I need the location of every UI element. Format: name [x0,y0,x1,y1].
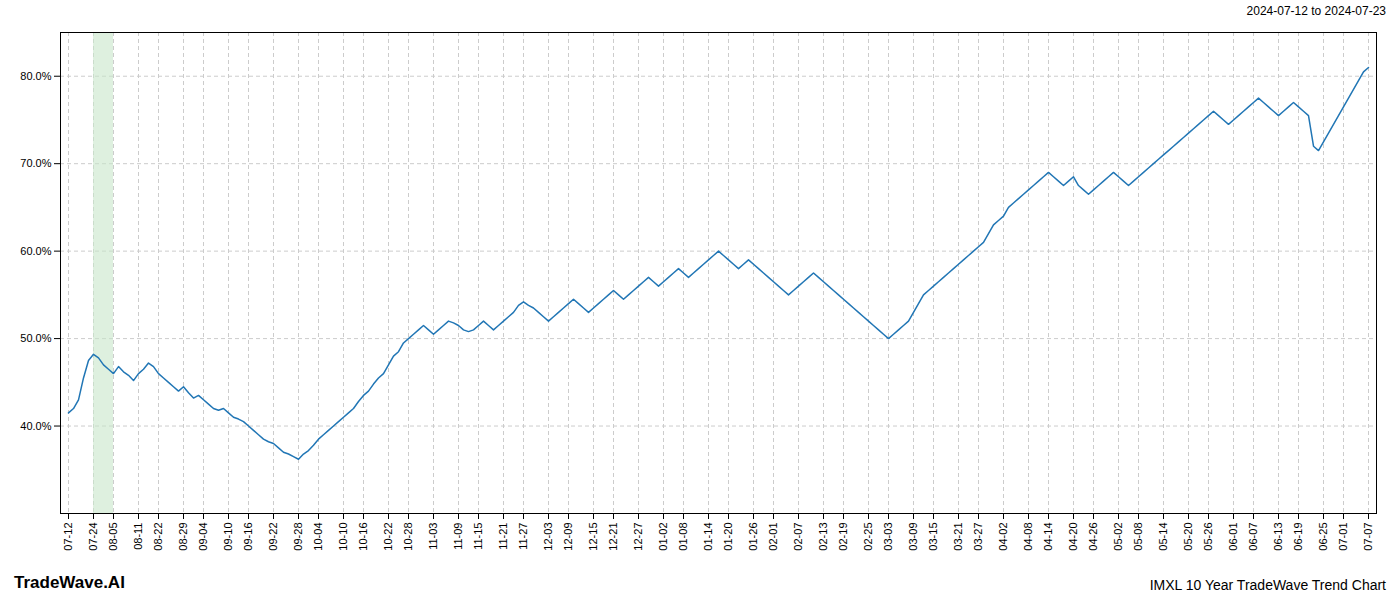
svg-text:12-15: 12-15 [587,523,599,551]
svg-text:06-13: 06-13 [1272,523,1284,551]
svg-text:02-19: 02-19 [837,523,849,551]
svg-text:02-01: 02-01 [767,523,779,551]
svg-text:09-04: 09-04 [197,523,209,551]
svg-text:08-22: 08-22 [152,523,164,551]
svg-text:07-24: 07-24 [87,523,99,551]
svg-text:06-19: 06-19 [1292,523,1304,551]
svg-text:70.0%: 70.0% [20,157,51,169]
svg-text:08-05: 08-05 [107,523,119,551]
svg-text:02-07: 02-07 [792,523,804,551]
svg-text:11-09: 11-09 [452,523,464,550]
svg-text:04-20: 04-20 [1067,523,1079,551]
svg-text:07-01: 07-01 [1337,523,1349,551]
svg-text:05-08: 05-08 [1132,523,1144,551]
svg-text:03-09: 03-09 [907,523,919,551]
svg-text:05-20: 05-20 [1182,523,1194,551]
svg-text:03-15: 03-15 [927,523,939,551]
svg-text:12-27: 12-27 [632,523,644,551]
svg-text:06-07: 06-07 [1247,523,1259,551]
svg-text:08-11: 08-11 [132,523,144,550]
svg-text:60.0%: 60.0% [20,245,51,257]
svg-text:04-02: 04-02 [997,523,1009,551]
svg-text:12-03: 12-03 [542,523,554,551]
svg-text:01-14: 01-14 [702,523,714,551]
svg-text:03-21: 03-21 [952,523,964,551]
svg-text:02-25: 02-25 [862,523,874,551]
html-text:IMXL 10 Year TradeWave Trend C: IMXL 10 Year TradeWave Trend Chart [1149,577,1386,593]
svg-text:06-01: 06-01 [1227,523,1239,551]
svg-text:11-03: 11-03 [427,523,439,550]
svg-text:09-22: 09-22 [267,523,279,551]
svg-text:04-14: 04-14 [1042,523,1054,551]
svg-text:50.0%: 50.0% [20,332,51,344]
svg-text:01-02: 01-02 [657,523,669,551]
svg-text:02-13: 02-13 [817,523,829,551]
svg-text:40.0%: 40.0% [20,420,51,432]
svg-text:12-21: 12-21 [607,523,619,551]
svg-text:04-08: 04-08 [1022,523,1034,551]
svg-text:11-15: 11-15 [472,523,484,550]
svg-text:10-28: 10-28 [402,523,414,551]
svg-text:10-16: 10-16 [357,523,369,551]
svg-text:12-09: 12-09 [562,523,574,551]
svg-text:09-16: 09-16 [242,523,254,551]
html-text:2024-07-12 to 2024-07-23: 2024-07-12 to 2024-07-23 [1246,4,1386,18]
svg-text:11-27: 11-27 [517,523,529,550]
svg-text:09-28: 09-28 [292,523,304,551]
svg-text:10-22: 10-22 [382,523,394,551]
svg-text:07-07: 07-07 [1362,523,1374,551]
svg-text:05-26: 05-26 [1202,523,1214,551]
html-text:TradeWave.AI: TradeWave.AI [14,573,125,592]
svg-text:03-03: 03-03 [882,523,894,551]
svg-text:03-27: 03-27 [972,523,984,551]
svg-text:05-02: 05-02 [1112,523,1124,551]
svg-text:08-29: 08-29 [177,523,189,551]
svg-text:10-10: 10-10 [337,523,349,551]
svg-text:09-10: 09-10 [222,523,234,551]
svg-text:10-04: 10-04 [312,523,324,551]
svg-text:80.0%: 80.0% [20,70,51,82]
svg-text:11-21: 11-21 [497,523,509,550]
svg-text:06-25: 06-25 [1317,523,1329,551]
svg-text:01-08: 01-08 [677,523,689,551]
svg-text:01-20: 01-20 [722,523,734,551]
svg-text:07-12: 07-12 [62,523,74,551]
svg-text:01-26: 01-26 [747,523,759,551]
svg-text:05-14: 05-14 [1157,523,1169,551]
svg-text:04-26: 04-26 [1087,523,1099,551]
